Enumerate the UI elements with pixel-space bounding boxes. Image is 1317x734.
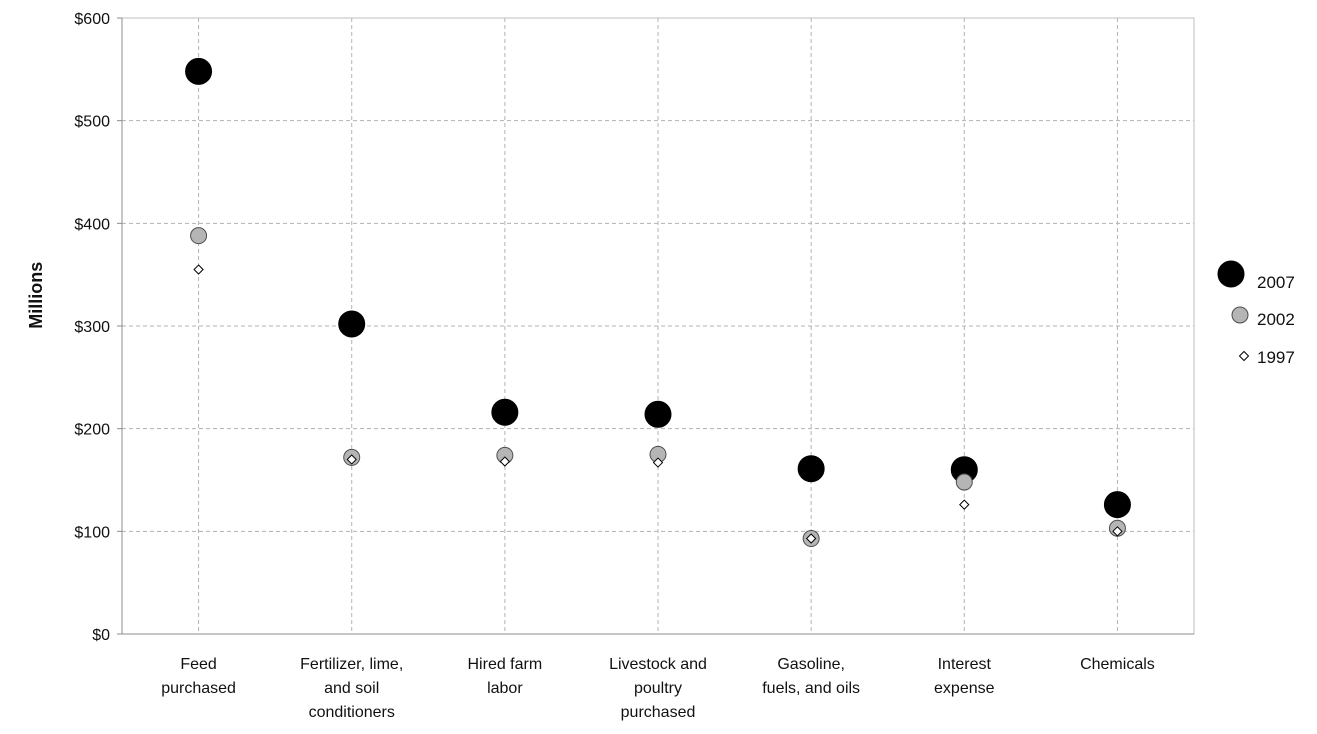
- data-point-2002: [190, 227, 208, 245]
- data-point-2007: [797, 455, 825, 483]
- y-axis-label: Millions: [26, 262, 46, 329]
- x-category-label: Hired farm labor: [468, 656, 543, 697]
- legend-label-2007: 2007: [1257, 273, 1295, 292]
- data-point-2007: [185, 57, 213, 85]
- data-point-1997: [1112, 526, 1123, 537]
- legend-marker-1997: [1238, 350, 1250, 362]
- y-tick-label: $0: [92, 627, 110, 644]
- legend: 2007 2002 1997: [1217, 260, 1295, 367]
- x-category-label: Interest expense: [934, 656, 995, 697]
- x-category-label-line: Chemicals: [1080, 656, 1155, 673]
- x-category-label-line: Interest: [938, 656, 992, 673]
- x-axis-categories: Feed purchased Fertilizer, lime, and soil co…: [161, 656, 1155, 721]
- data-point-1997: [499, 456, 511, 467]
- data-point-2007: [644, 400, 672, 428]
- data-points: [185, 57, 1131, 548]
- x-category-label-line: and soil: [324, 680, 379, 697]
- x-category-label-line: purchased: [621, 704, 696, 721]
- data-point-1997: [805, 533, 817, 544]
- x-category-label-line: fuels, and oils: [762, 680, 860, 697]
- legend-label-2002: 2002: [1257, 310, 1295, 329]
- x-category-label-line: Gasoline,: [777, 656, 845, 673]
- x-category-label: Chemicals: [1080, 656, 1155, 673]
- x-category-label: Fertilizer, lime, and soil conditioners: [300, 656, 403, 721]
- x-category-label-line: poultry: [634, 680, 682, 697]
- data-point-2002: [955, 473, 973, 491]
- x-category-label-line: Fertilizer, lime,: [300, 656, 403, 673]
- data-point-1997: [959, 499, 970, 510]
- x-category-label: Feed purchased: [161, 656, 236, 697]
- legend-marker-2002: [1231, 306, 1249, 324]
- x-category-label-line: Feed: [180, 656, 216, 673]
- x-category-label-line: Hired farm: [468, 656, 543, 673]
- y-tick-label: $300: [74, 319, 110, 336]
- data-point-1997: [652, 457, 664, 468]
- y-tick-label: $200: [74, 422, 110, 439]
- y-tick-label: $100: [74, 524, 110, 541]
- y-axis-ticks: $0 $100 $200 $300 $400 $500 $600: [74, 11, 1194, 644]
- x-category-label: Livestock and poultry purchased: [609, 656, 707, 721]
- y-tick-label: $600: [74, 11, 110, 28]
- data-point-2007: [338, 310, 366, 338]
- x-category-label-line: labor: [487, 680, 523, 697]
- data-point-2007: [491, 398, 519, 426]
- legend-marker-2007: [1217, 260, 1245, 288]
- x-category-label-line: conditioners: [309, 704, 395, 721]
- x-category-label-line: expense: [934, 680, 995, 697]
- y-tick-label: $400: [74, 216, 110, 233]
- gridlines: [122, 18, 1194, 634]
- data-point-2007: [1103, 491, 1131, 519]
- x-category-label-line: Livestock and: [609, 656, 707, 673]
- data-point-1997: [346, 454, 357, 465]
- x-category-label-line: purchased: [161, 680, 236, 697]
- legend-label-1997: 1997: [1257, 348, 1295, 367]
- data-point-1997: [193, 264, 204, 275]
- y-tick-label: $500: [74, 114, 110, 131]
- x-category-label: Gasoline, fuels, and oils: [762, 656, 860, 697]
